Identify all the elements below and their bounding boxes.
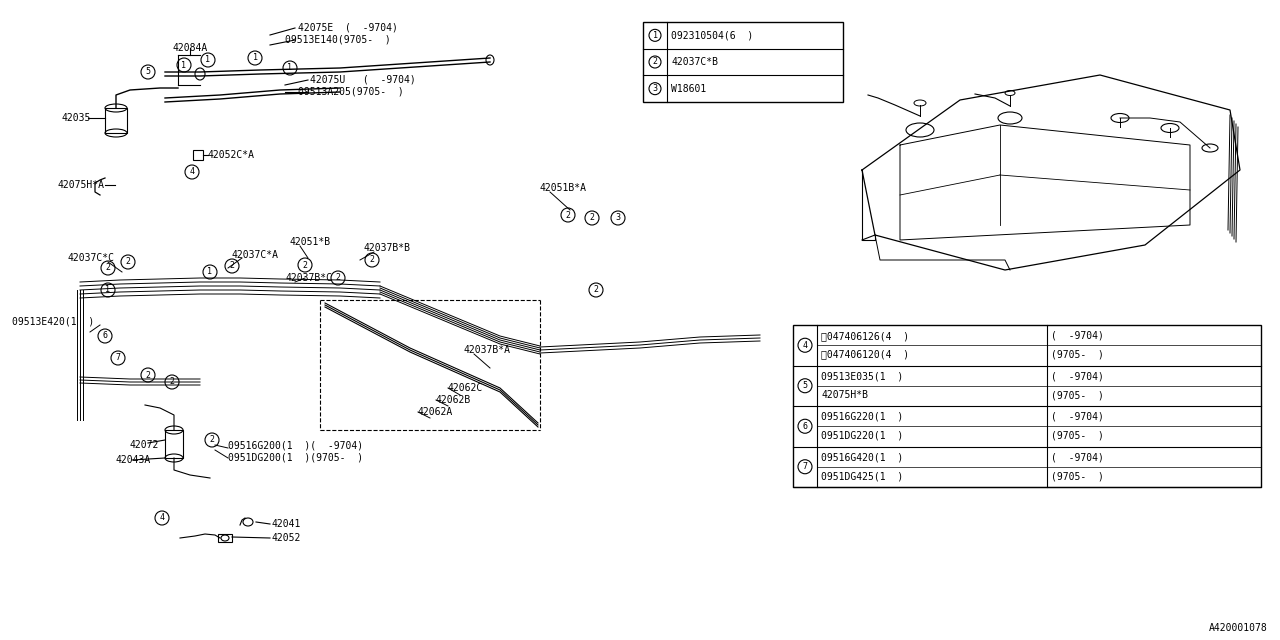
Text: 42037B*A: 42037B*A — [465, 345, 511, 355]
Text: (  -9704): ( -9704) — [1051, 412, 1103, 422]
Text: 42075H*A: 42075H*A — [58, 180, 105, 190]
Text: 42037B*C: 42037B*C — [285, 273, 332, 283]
Bar — [105, 108, 127, 133]
Text: Ⓢ047406126(4  ): Ⓢ047406126(4 ) — [820, 331, 909, 341]
Text: 2: 2 — [335, 273, 340, 282]
Bar — [165, 430, 183, 458]
Text: 2: 2 — [210, 435, 215, 445]
Text: 2: 2 — [169, 378, 174, 387]
Text: 7: 7 — [803, 462, 808, 471]
Text: 2: 2 — [146, 371, 151, 380]
Text: 1: 1 — [288, 63, 293, 72]
Text: Ⓢ047406120(4  ): Ⓢ047406120(4 ) — [820, 349, 909, 360]
Text: 42072: 42072 — [131, 440, 160, 450]
Text: 3: 3 — [616, 214, 621, 223]
Text: (  -9704): ( -9704) — [1051, 452, 1103, 463]
Text: 42035: 42035 — [61, 113, 91, 123]
Bar — [193, 150, 204, 160]
Text: 42052C*A: 42052C*A — [207, 150, 255, 160]
Text: 42075E  (  -9704): 42075E ( -9704) — [298, 23, 398, 33]
Text: 5: 5 — [803, 381, 808, 390]
Text: 2: 2 — [566, 211, 571, 220]
Text: 09513E035(1  ): 09513E035(1 ) — [820, 371, 904, 381]
Text: 42075U   (  -9704): 42075U ( -9704) — [310, 75, 416, 85]
Text: (  -9704): ( -9704) — [1051, 331, 1103, 341]
Text: 1: 1 — [252, 54, 257, 63]
Text: 42037C*B: 42037C*B — [671, 57, 718, 67]
Bar — [218, 534, 232, 542]
Text: 42037B*B: 42037B*B — [364, 243, 411, 253]
Text: 2: 2 — [125, 257, 131, 266]
Text: 42037C*A: 42037C*A — [232, 250, 279, 260]
Text: 0951DG220(1  ): 0951DG220(1 ) — [820, 431, 904, 440]
Text: 42051B*A: 42051B*A — [540, 183, 588, 193]
Text: 2: 2 — [594, 285, 599, 294]
Text: 4: 4 — [189, 168, 195, 177]
Text: 42052: 42052 — [273, 533, 301, 543]
Text: 09513E140(9705-  ): 09513E140(9705- ) — [285, 35, 390, 45]
Text: 6: 6 — [102, 332, 108, 340]
Text: 2: 2 — [653, 58, 658, 67]
Text: 09516G220(1  ): 09516G220(1 ) — [820, 412, 904, 422]
Text: W18601: W18601 — [671, 84, 707, 93]
Text: 09516G420(1  ): 09516G420(1 ) — [820, 452, 904, 463]
Text: 42041: 42041 — [273, 519, 301, 529]
Text: 4: 4 — [160, 513, 165, 522]
Text: 5: 5 — [146, 67, 151, 77]
Text: 4: 4 — [803, 340, 808, 349]
Text: (9705-  ): (9705- ) — [1051, 431, 1103, 440]
Bar — [794, 325, 1261, 487]
Text: (9705-  ): (9705- ) — [1051, 471, 1103, 481]
Text: 2: 2 — [302, 260, 307, 269]
Text: A420001078: A420001078 — [1210, 623, 1268, 633]
Text: 2: 2 — [105, 264, 110, 273]
Text: 1: 1 — [653, 31, 658, 40]
Text: 42051*B: 42051*B — [291, 237, 332, 247]
Text: 09513E420(1  ): 09513E420(1 ) — [12, 317, 95, 327]
Text: 09513A205(9705-  ): 09513A205(9705- ) — [298, 87, 403, 97]
Text: 1: 1 — [207, 268, 212, 276]
Text: (  -9704): ( -9704) — [1051, 371, 1103, 381]
Text: 2: 2 — [370, 255, 375, 264]
Text: 09516G200(1  )(  -9704): 09516G200(1 )( -9704) — [228, 441, 364, 451]
Text: 42062B: 42062B — [436, 395, 471, 405]
Text: 0951DG425(1  ): 0951DG425(1 ) — [820, 471, 904, 481]
Text: 7: 7 — [115, 353, 120, 362]
Text: 092310504(6  ): 092310504(6 ) — [671, 30, 753, 40]
Text: 6: 6 — [803, 422, 808, 431]
Text: 2: 2 — [229, 262, 234, 271]
Text: (9705-  ): (9705- ) — [1051, 349, 1103, 360]
Text: 2: 2 — [590, 214, 594, 223]
Text: 42075H*B: 42075H*B — [820, 390, 868, 400]
Text: 42043A: 42043A — [115, 455, 150, 465]
Text: 3: 3 — [653, 84, 658, 93]
Text: 1: 1 — [105, 285, 110, 294]
Text: 42084A: 42084A — [173, 43, 207, 53]
Bar — [643, 22, 844, 102]
Text: 0951DG200(1  )(9705-  ): 0951DG200(1 )(9705- ) — [228, 453, 364, 463]
Text: (9705-  ): (9705- ) — [1051, 390, 1103, 400]
Text: 42062A: 42062A — [419, 407, 453, 417]
Text: 1: 1 — [182, 61, 187, 70]
Text: 42037C*C: 42037C*C — [68, 253, 115, 263]
Text: 42062C: 42062C — [447, 383, 483, 393]
Text: 1: 1 — [206, 56, 210, 65]
